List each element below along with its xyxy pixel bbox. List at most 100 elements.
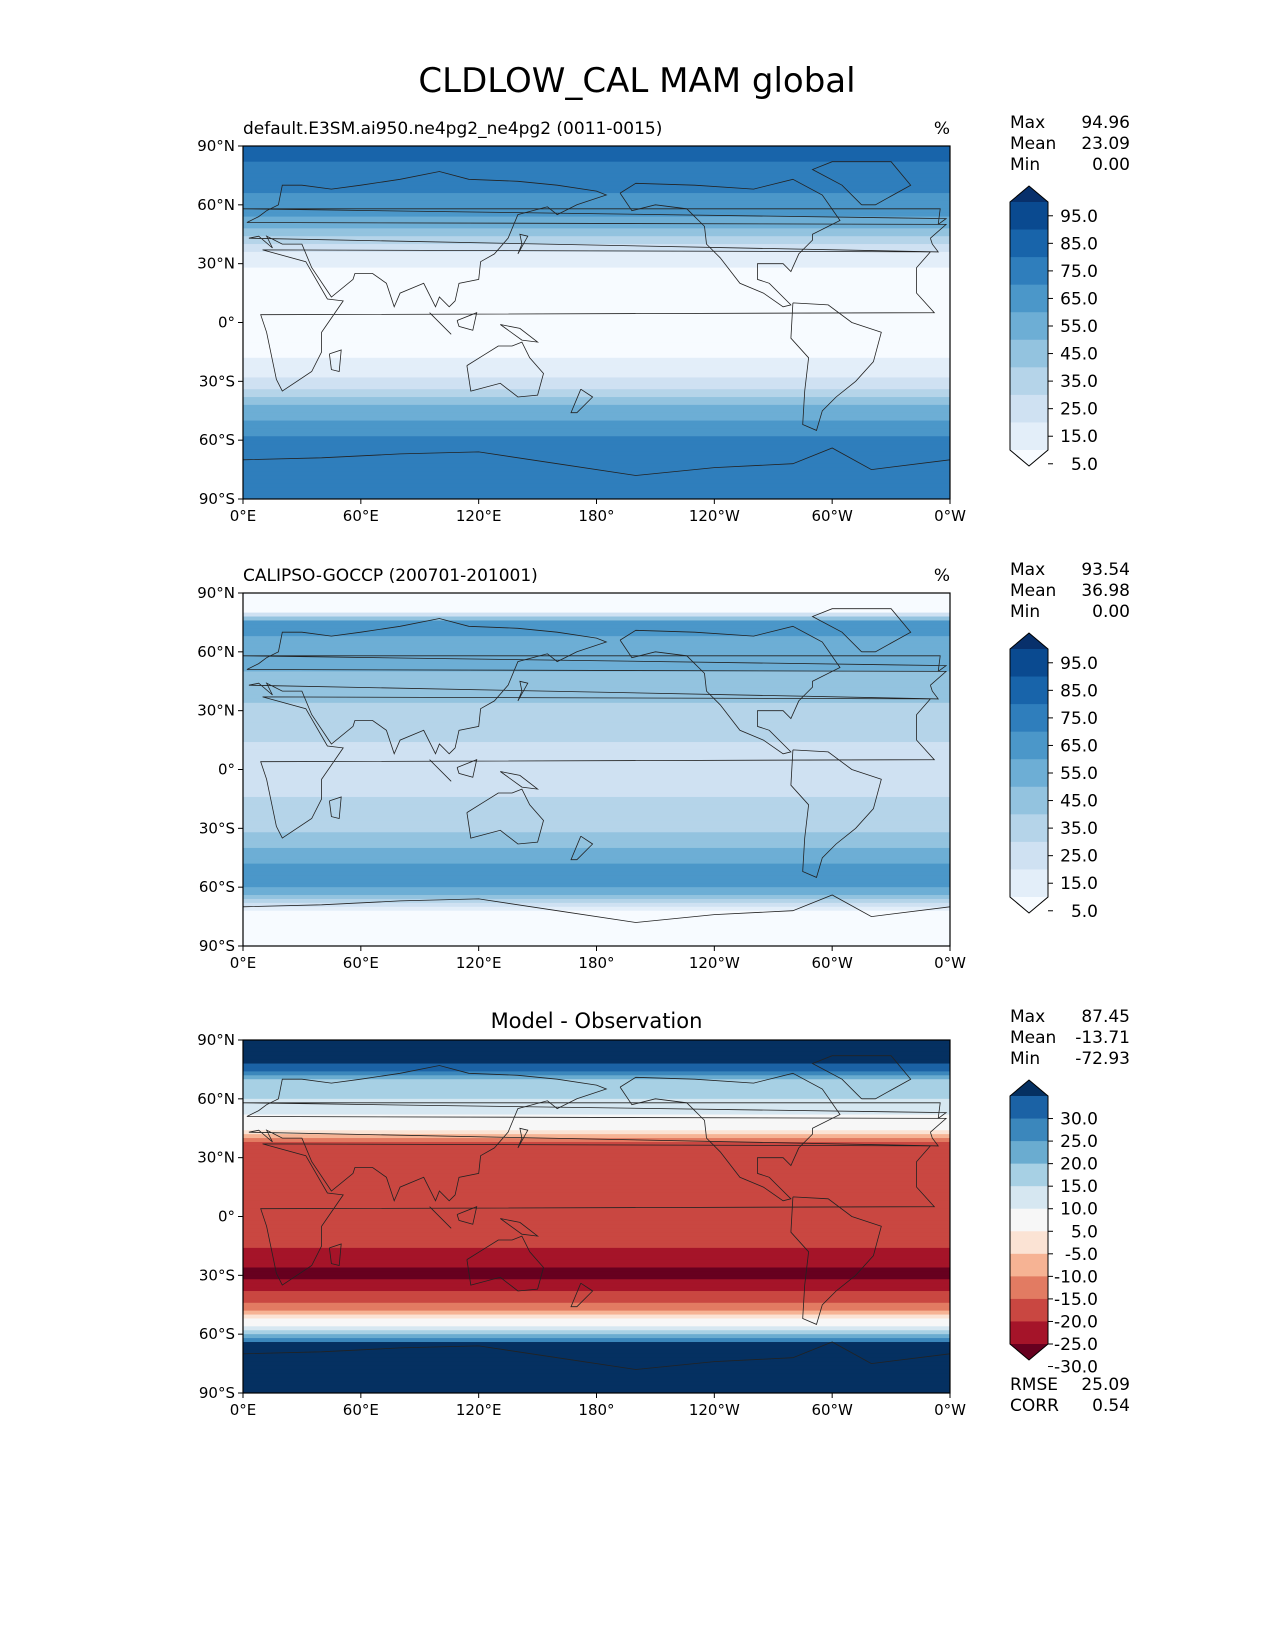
field-band bbox=[243, 793, 950, 798]
colorbar-tick-label: 15.0 bbox=[1060, 874, 1098, 894]
field-band bbox=[243, 651, 950, 657]
coastline bbox=[466, 788, 544, 845]
stat-label: Mean bbox=[1010, 1028, 1056, 1048]
field-band bbox=[243, 295, 950, 300]
field-band bbox=[243, 1349, 950, 1355]
field-band bbox=[243, 859, 950, 865]
field-band bbox=[243, 1040, 950, 1045]
field-band bbox=[243, 251, 950, 257]
colorbar-segment bbox=[1010, 704, 1048, 733]
lat-tick-label: 60°S bbox=[199, 878, 235, 896]
coastline bbox=[466, 341, 544, 398]
coastline bbox=[811, 608, 912, 653]
field-band bbox=[243, 895, 950, 900]
colorbar-extend-top bbox=[1010, 186, 1048, 202]
field-band bbox=[243, 1385, 950, 1390]
lat-tick-label: 30°S bbox=[199, 372, 235, 390]
field-band bbox=[243, 1145, 950, 1151]
field-band bbox=[243, 483, 950, 488]
lat-tick-label: 0° bbox=[218, 761, 235, 779]
colorbar: 30.025.0 20.015.0 10.05.0 -5.0-10.0 -15.0-20… bbox=[1009, 1079, 1098, 1378]
field-band bbox=[243, 757, 950, 763]
field-band bbox=[243, 212, 950, 218]
field-band bbox=[243, 459, 950, 465]
field-band bbox=[243, 616, 950, 622]
field-band bbox=[243, 1079, 950, 1084]
field-band bbox=[243, 745, 950, 751]
colorbar-tick-label: 55.0 bbox=[1060, 317, 1098, 337]
stat-value: -72.93 bbox=[1075, 1049, 1130, 1069]
field-band bbox=[243, 397, 950, 402]
field-band bbox=[243, 208, 950, 214]
colorbar-tick-label: 35.0 bbox=[1060, 372, 1098, 392]
panel-test: 90°N 60°N 30°N 0° 30°S 60°S 90°S0°E 60°E 120°E 18… bbox=[197, 113, 1130, 525]
field-band bbox=[243, 863, 950, 869]
field-band bbox=[243, 836, 950, 841]
colorbar-segment bbox=[1010, 676, 1048, 705]
coastline bbox=[619, 1072, 841, 1202]
field-band bbox=[243, 161, 950, 167]
field-test bbox=[243, 146, 950, 499]
field-band bbox=[243, 800, 950, 806]
colorbar-tick-label: 15.0 bbox=[1060, 427, 1098, 447]
colorbar-tick-label: 65.0 bbox=[1060, 289, 1098, 309]
field-band bbox=[243, 1169, 950, 1174]
stat-value: 94.96 bbox=[1081, 113, 1130, 133]
field-band bbox=[243, 593, 950, 598]
field-band bbox=[243, 1212, 950, 1218]
field-band bbox=[243, 785, 950, 790]
lon-tick-label: 120°W bbox=[689, 507, 740, 525]
lat-tick-label: 30°N bbox=[197, 702, 235, 720]
field-band bbox=[243, 632, 950, 637]
field-band bbox=[243, 1149, 950, 1155]
field-band bbox=[243, 1306, 950, 1312]
field-band bbox=[243, 420, 950, 426]
field-band bbox=[243, 1189, 950, 1194]
lat-tick-label: 90°N bbox=[197, 1031, 235, 1049]
field-band bbox=[243, 808, 950, 814]
colorbar-segment bbox=[1010, 1118, 1048, 1142]
colorbar-segment bbox=[1010, 1141, 1048, 1165]
coastline bbox=[517, 680, 529, 702]
field-band bbox=[243, 1153, 950, 1159]
field-band bbox=[243, 1118, 950, 1123]
stat-label: Max bbox=[1010, 560, 1045, 580]
field-band bbox=[243, 306, 950, 312]
field-band bbox=[243, 404, 950, 410]
field-band bbox=[243, 1075, 950, 1080]
field-band bbox=[243, 298, 950, 304]
field-band bbox=[243, 455, 950, 461]
colorbar-segment bbox=[1010, 229, 1048, 258]
colorbar-segment bbox=[1010, 1186, 1048, 1210]
field-band bbox=[243, 761, 950, 767]
lat-tick-label: 90°S bbox=[199, 937, 235, 955]
field-band bbox=[243, 1185, 950, 1190]
coastline bbox=[260, 1143, 936, 1286]
lon-tick-label: 180° bbox=[578, 954, 614, 972]
field-band bbox=[243, 177, 950, 182]
coastline bbox=[246, 1065, 948, 1202]
colorbar-segment bbox=[1010, 1231, 1048, 1255]
field-band bbox=[243, 1130, 950, 1135]
stat-label: Max bbox=[1010, 1007, 1045, 1027]
field-band bbox=[243, 1043, 950, 1049]
colorbar-segment bbox=[1010, 1321, 1048, 1345]
colorbar-segment bbox=[1010, 1253, 1048, 1277]
colorbar-tick-label: 55.0 bbox=[1060, 764, 1098, 784]
coastline bbox=[456, 312, 478, 331]
field-band bbox=[243, 416, 950, 422]
lon-tick-label: 0°W bbox=[934, 954, 966, 972]
field-band bbox=[243, 1102, 950, 1108]
field-band bbox=[243, 440, 950, 445]
units-label: % bbox=[934, 119, 950, 139]
field-band bbox=[243, 471, 950, 477]
field-band bbox=[243, 742, 950, 747]
coastline bbox=[570, 1282, 594, 1308]
field-band bbox=[243, 600, 950, 606]
colorbar-segment bbox=[1010, 1163, 1048, 1187]
field-band bbox=[243, 424, 950, 429]
coastline bbox=[500, 771, 540, 790]
field-band bbox=[243, 487, 950, 492]
field-band bbox=[243, 228, 950, 233]
colorbar-tick-label: 95.0 bbox=[1060, 207, 1098, 227]
